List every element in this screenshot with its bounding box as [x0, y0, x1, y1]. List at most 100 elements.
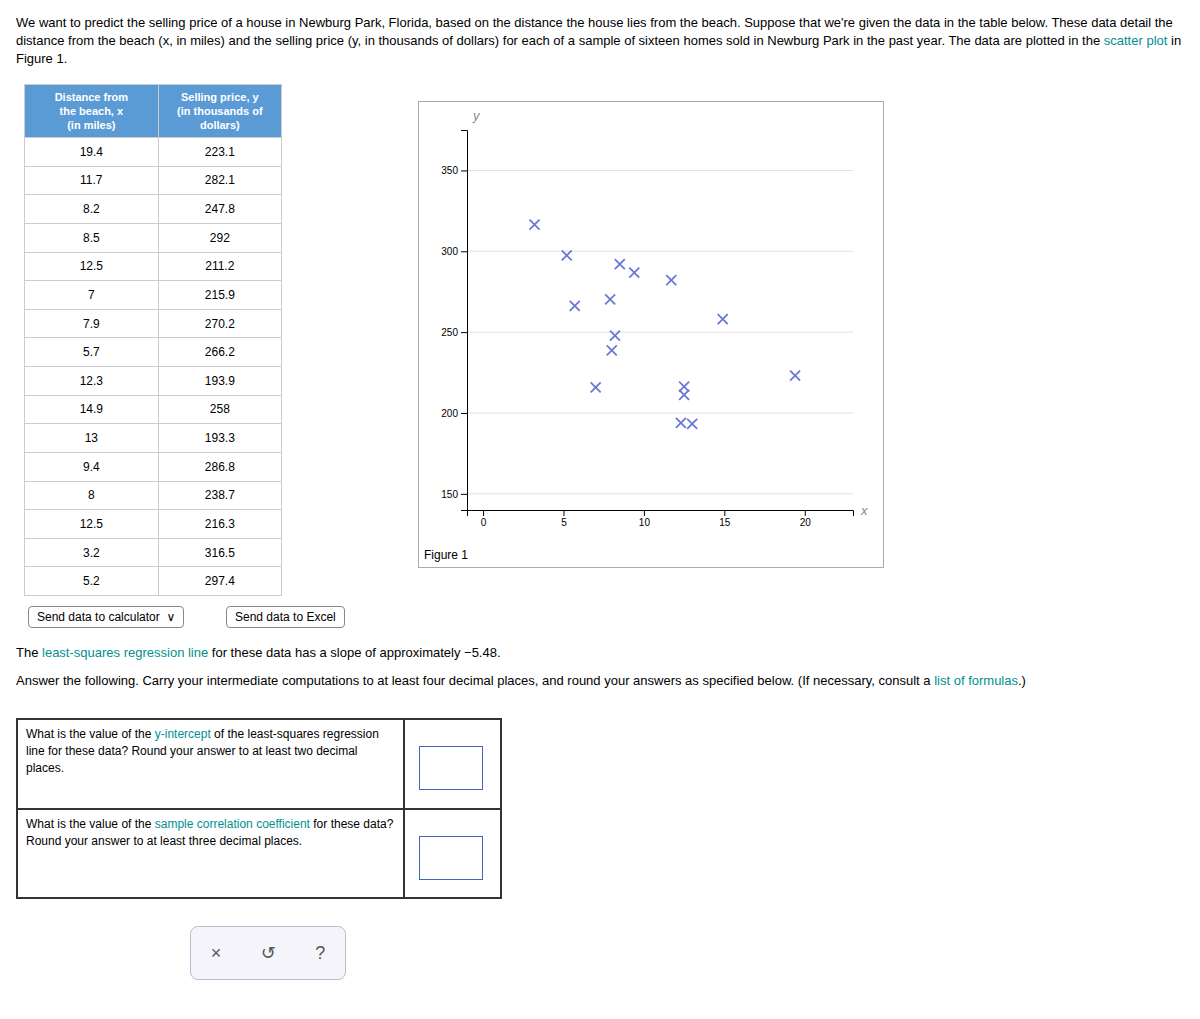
- control-button[interactable]: ×: [211, 943, 222, 964]
- tick-label: 200: [441, 408, 458, 419]
- tick-mark: [461, 494, 467, 495]
- text: The: [16, 645, 42, 660]
- tick-label: 15: [719, 517, 731, 528]
- axis-line: [461, 131, 468, 511]
- table-row: 5.2297.4: [25, 567, 282, 596]
- table-cell: 211.2: [158, 252, 281, 281]
- tick-label: 0: [481, 517, 487, 528]
- answer-cell: [404, 809, 501, 899]
- link[interactable]: sample correlation coefficient: [155, 817, 310, 831]
- table-cell: 258: [158, 395, 281, 424]
- send-button[interactable]: Send data to Excel: [226, 606, 345, 628]
- table-row: 13193.3: [25, 424, 282, 453]
- send-button[interactable]: Send data to calculator ∨: [28, 606, 184, 628]
- table-cell: 286.8: [158, 452, 281, 481]
- point: [610, 331, 620, 341]
- table-row: 8.5292: [25, 223, 282, 252]
- tick-mark: [461, 251, 467, 252]
- table-cell: 3.2: [25, 538, 159, 567]
- axis-line: [468, 511, 854, 517]
- table-cell: 193.3: [158, 424, 281, 453]
- x-axis-label: x: [860, 503, 868, 518]
- point: [591, 382, 601, 392]
- point: [605, 294, 615, 304]
- table-cell: 316.5: [158, 538, 281, 567]
- point: [615, 259, 625, 269]
- table-cell: 215.9: [158, 281, 281, 310]
- table-cell: 12.3: [25, 367, 159, 396]
- tick-mark: [461, 332, 467, 333]
- link[interactable]: y-intercept: [155, 727, 211, 741]
- tick-label: 150: [441, 489, 458, 500]
- table-row: 3.2316.5: [25, 538, 282, 567]
- table-cell: 216.3: [158, 510, 281, 539]
- tick-mark: [644, 510, 645, 516]
- link[interactable]: scatter plot: [1104, 33, 1168, 48]
- table-cell: 12.5: [25, 252, 159, 281]
- control-button[interactable]: ↺: [261, 942, 276, 964]
- y-axis: 150 200 250 300 350: [441, 131, 467, 511]
- table-row: 7215.9: [25, 281, 282, 310]
- grid: [467, 170, 853, 493]
- x-axis: 0 5 10 15 20: [468, 510, 854, 528]
- table-row: 12.5211.2: [25, 252, 282, 281]
- answer-input[interactable]: [419, 836, 483, 880]
- x-tick: 20: [800, 510, 812, 528]
- table-cell: 8.2: [25, 195, 159, 224]
- answer-input[interactable]: [419, 746, 483, 790]
- tick-label: 300: [441, 246, 458, 257]
- point: [676, 418, 686, 428]
- tick-label: 350: [441, 165, 458, 176]
- table-header-cell: Selling price, y (in thousands of dollar…: [158, 85, 281, 138]
- point: [530, 220, 540, 230]
- point: [687, 419, 697, 429]
- table-row: 19.4223.1: [25, 138, 282, 167]
- x-tick: 10: [639, 510, 651, 528]
- table-row: 12.3193.9: [25, 367, 282, 396]
- x-tick: 0: [481, 510, 487, 528]
- tick-mark: [564, 510, 565, 516]
- text: We want to predict the selling price of …: [16, 15, 1173, 48]
- slope-sentence: The least-squares regression line for th…: [16, 644, 1184, 662]
- tick-mark: [724, 510, 725, 516]
- table-cell: 8.5: [25, 223, 159, 252]
- point: [718, 314, 728, 324]
- y-tick: 250: [441, 327, 467, 338]
- figure-caption: Figure 1: [424, 548, 468, 562]
- table-cell: 247.8: [158, 195, 281, 224]
- table-row: 7.9270.2: [25, 309, 282, 338]
- y-tick: 350: [441, 165, 467, 176]
- text: What is the value of the: [26, 817, 155, 831]
- control-bar: × ↺?: [190, 926, 346, 980]
- table-cell: 13: [25, 424, 159, 453]
- table-row: 12.5216.3: [25, 510, 282, 539]
- tick-label: 5: [561, 517, 567, 528]
- link[interactable]: least-squares regression line: [42, 645, 208, 660]
- grid-line: [467, 493, 853, 494]
- table-cell: 292: [158, 223, 281, 252]
- scatter-chart: 05101520150200250300350xy: [419, 102, 883, 542]
- table-row: 5.7266.2: [25, 338, 282, 367]
- table-cell: 223.1: [158, 138, 281, 167]
- table-cell: 8: [25, 481, 159, 510]
- table-cell: 19.4: [25, 138, 159, 167]
- table-cell: 9.4: [25, 452, 159, 481]
- table-cell: 282.1: [158, 166, 281, 195]
- grid-line: [467, 251, 853, 252]
- grid-line: [467, 170, 853, 171]
- link[interactable]: list of formulas: [934, 673, 1018, 688]
- point: [607, 345, 617, 355]
- question: What is the value of the y-intercept of …: [17, 719, 404, 809]
- table-row: 11.7282.1: [25, 166, 282, 195]
- x-tick: 15: [719, 510, 731, 528]
- control-button[interactable]: ?: [315, 943, 325, 964]
- table-cell: 270.2: [158, 309, 281, 338]
- y-tick: 200: [441, 408, 467, 419]
- tick-label: 10: [639, 517, 651, 528]
- table-cell: 238.7: [158, 481, 281, 510]
- table-cell: 7: [25, 281, 159, 310]
- table-cell: 11.7: [25, 166, 159, 195]
- instructions: Answer the following. Carry your interme…: [16, 672, 1184, 690]
- table-header: Distance from the beach, x (in miles)Sel…: [25, 85, 282, 138]
- questions-table: What is the value of the y-intercept of …: [16, 718, 502, 899]
